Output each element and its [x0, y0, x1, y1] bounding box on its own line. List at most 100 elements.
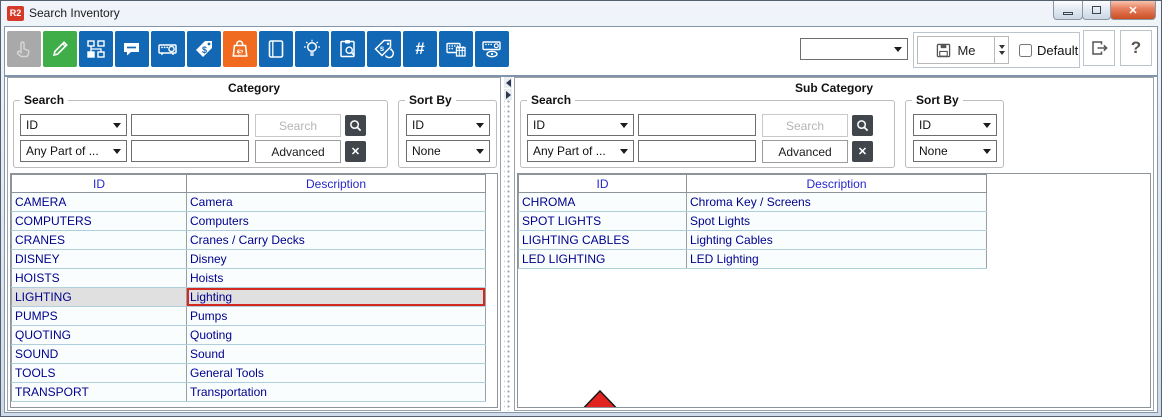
- subcategory-sort-secondary-combo[interactable]: None: [913, 140, 997, 162]
- subcategory-search-go-button[interactable]: [852, 115, 873, 136]
- splitter-collapse-left-button[interactable]: [504, 77, 512, 88]
- table-row[interactable]: DISNEY Disney: [11, 249, 486, 269]
- table-cell[interactable]: QUOTING: [11, 325, 187, 345]
- table-row[interactable]: TOOLS General Tools: [11, 363, 486, 383]
- table-cell[interactable]: Computers: [186, 211, 486, 231]
- table-cell[interactable]: CHROMA: [518, 192, 687, 212]
- category-col-header-description[interactable]: Description: [186, 174, 486, 193]
- table-cell[interactable]: Sound: [186, 344, 486, 364]
- table-cell[interactable]: Pumps: [186, 306, 486, 326]
- table-row[interactable]: LED LIGHTING LED Lighting: [518, 249, 987, 269]
- category-clear-button[interactable]: ✕: [345, 141, 366, 162]
- subcategory-search-field-combo[interactable]: ID: [527, 114, 634, 136]
- help-button[interactable]: ?: [1120, 30, 1152, 66]
- pointer-hand-icon[interactable]: [7, 31, 41, 67]
- table-row[interactable]: LIGHTING CABLES Lighting Cables: [518, 230, 987, 250]
- table-row[interactable]: SOUND Sound: [11, 344, 486, 364]
- exit-door-icon: [1092, 41, 1108, 55]
- table-cell[interactable]: CAMERA: [11, 192, 187, 212]
- subcategory-advanced-button[interactable]: Advanced: [762, 140, 848, 163]
- category-sort-primary-combo[interactable]: ID: [406, 114, 490, 136]
- table-cell[interactable]: LIGHTING: [11, 287, 187, 307]
- table-cell[interactable]: LIGHTING CABLES: [518, 230, 687, 250]
- price-tag-dollar-icon[interactable]: $: [187, 31, 221, 67]
- tag-refresh-icon[interactable]: s: [367, 31, 401, 67]
- projector-icon[interactable]: [151, 31, 185, 67]
- table-cell[interactable]: CRANES: [11, 230, 187, 250]
- table-cell[interactable]: COMPUTERS: [11, 211, 187, 231]
- lightbulb-icon[interactable]: [295, 31, 329, 67]
- category-search-input[interactable]: [131, 114, 249, 136]
- edit-pencil-icon[interactable]: [43, 31, 77, 67]
- table-row[interactable]: HOISTS Hoists: [11, 268, 486, 288]
- subcategory-clear-button[interactable]: ✕: [852, 141, 873, 162]
- table-cell[interactable]: HOISTS: [11, 268, 187, 288]
- subcategory-match-input[interactable]: [638, 140, 756, 162]
- table-cell[interactable]: Spot Lights: [686, 211, 987, 231]
- table-cell[interactable]: TOOLS: [11, 363, 187, 383]
- default-checkbox-label: Default: [1037, 42, 1079, 58]
- category-search-field-combo[interactable]: ID: [20, 114, 127, 136]
- table-row[interactable]: SPOT LIGHTS Spot Lights: [518, 211, 987, 231]
- table-cell[interactable]: Chroma Key / Screens: [686, 192, 987, 212]
- exit-button[interactable]: [1083, 30, 1115, 66]
- table-cell[interactable]: Transportation: [186, 382, 486, 402]
- category-sort-group-label: Sort By: [405, 93, 456, 107]
- table-row[interactable]: CHROMA Chroma Key / Screens: [518, 192, 987, 212]
- save-me-button[interactable]: Me: [917, 36, 995, 64]
- table-row[interactable]: LIGHTING Lighting: [11, 287, 486, 307]
- subcategory-search-input[interactable]: [638, 114, 756, 136]
- comment-bubble-icon[interactable]: [115, 31, 149, 67]
- chevron-down-icon: [113, 122, 121, 128]
- table-cell[interactable]: PUMPS: [11, 306, 187, 326]
- table-cell[interactable]: TRANSPORT: [11, 382, 187, 402]
- projector-view-icon[interactable]: [475, 31, 509, 67]
- subcategory-col-header-description[interactable]: Description: [686, 174, 987, 193]
- category-col-header-id[interactable]: ID: [11, 174, 187, 193]
- subcategory-match-combo[interactable]: Any Part of ...: [527, 140, 634, 162]
- table-cell[interactable]: SPOT LIGHTS: [518, 211, 687, 231]
- close-button[interactable]: ✕: [1110, 1, 1156, 20]
- table-row[interactable]: CRANES Cranes / Carry Decks: [11, 230, 486, 250]
- table-cell[interactable]: Camera: [186, 192, 486, 212]
- minimize-button[interactable]: [1053, 1, 1083, 20]
- hashtag-icon[interactable]: #: [403, 31, 437, 67]
- table-row[interactable]: PUMPS Pumps: [11, 306, 486, 326]
- table-cell[interactable]: Disney: [186, 249, 486, 269]
- table-row[interactable]: TRANSPORT Transportation: [11, 382, 486, 402]
- category-match-combo[interactable]: Any Part of ...: [20, 140, 127, 162]
- table-cell[interactable]: LED Lighting: [686, 249, 987, 269]
- category-search-button[interactable]: Search: [255, 114, 341, 137]
- clipboard-search-icon[interactable]: [331, 31, 365, 67]
- table-cell[interactable]: Lighting Cables: [686, 230, 987, 250]
- shopping-bag-dollar-icon[interactable]: $: [223, 31, 257, 67]
- table-cell[interactable]: Cranes / Carry Decks: [186, 230, 486, 250]
- table-row[interactable]: CAMERA Camera: [11, 192, 486, 212]
- table-cell[interactable]: SOUND: [11, 344, 187, 364]
- category-match-input[interactable]: [131, 140, 249, 162]
- profile-combo[interactable]: [800, 38, 908, 60]
- subcategory-sort-primary-combo[interactable]: ID: [913, 114, 997, 136]
- category-advanced-button[interactable]: Advanced: [255, 140, 341, 163]
- subcategory-col-header-id[interactable]: ID: [518, 174, 687, 193]
- profile-spinner[interactable]: [995, 36, 1009, 64]
- table-cell[interactable]: Lighting: [186, 287, 486, 307]
- table-row[interactable]: QUOTING Quoting: [11, 325, 486, 345]
- table-row[interactable]: COMPUTERS Computers: [11, 211, 486, 231]
- table-cell[interactable]: Hoists: [186, 268, 486, 288]
- svg-text:s: s: [380, 44, 385, 53]
- subcategory-search-button[interactable]: Search: [762, 114, 848, 137]
- table-cell[interactable]: General Tools: [186, 363, 486, 383]
- category-search-go-button[interactable]: [345, 115, 366, 136]
- table-cell[interactable]: Quoting: [186, 325, 486, 345]
- restore-button[interactable]: [1082, 1, 1111, 20]
- category-sort-secondary-combo[interactable]: None: [406, 140, 490, 162]
- book-icon[interactable]: [259, 31, 293, 67]
- hierarchy-icon[interactable]: [79, 31, 113, 67]
- splitter-collapse-right-button[interactable]: [504, 89, 512, 100]
- table-cell[interactable]: LED LIGHTING: [518, 249, 687, 269]
- default-checkbox[interactable]: [1019, 43, 1032, 57]
- table-cell[interactable]: DISNEY: [11, 249, 187, 269]
- keyboard-calendar-icon[interactable]: [439, 31, 473, 67]
- panel-splitter[interactable]: [504, 77, 512, 411]
